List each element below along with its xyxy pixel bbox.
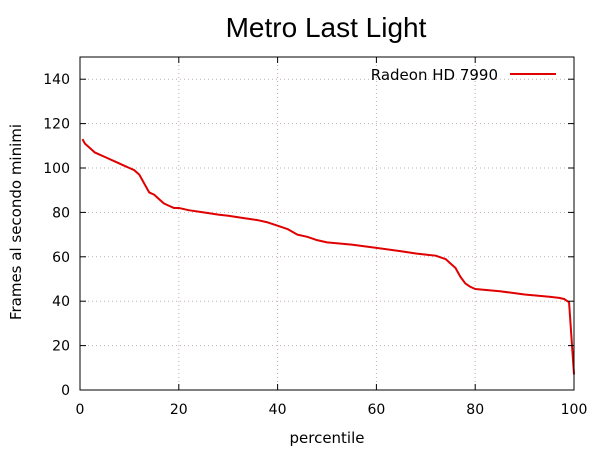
x-tick-label: 0 [76,402,85,418]
legend-label: Radeon HD 7990 [371,66,498,84]
x-tick-label: 100 [561,402,588,418]
series-layer [81,138,575,375]
grid-layer [80,57,574,390]
y-tick-label: 80 [52,205,70,221]
x-tick-label: 60 [367,402,385,418]
series-line [81,138,575,375]
y-tick-label: 60 [52,250,70,266]
y-axis-label: Frames al secondo minimi [7,124,25,320]
y-tick-label: 20 [52,339,70,355]
y-tick-label: 0 [61,383,70,399]
y-tick-label: 140 [43,72,70,88]
x-tick-label: 80 [466,402,484,418]
y-tick-label: 120 [43,117,70,133]
y-tick-label: 100 [43,161,70,177]
y-tick-label: 40 [52,294,70,310]
plot-frame [79,56,575,391]
tick-layer: 0 20 40 60 80 100 0 20 40 60 80 100 120 140 [43,57,587,418]
legend: Radeon HD 7990 [371,66,556,84]
x-axis-label: percentile [289,429,364,447]
x-tick-label: 40 [269,402,287,418]
x-tick-label: 20 [170,402,188,418]
chart-title: Metro Last Light [226,12,427,43]
